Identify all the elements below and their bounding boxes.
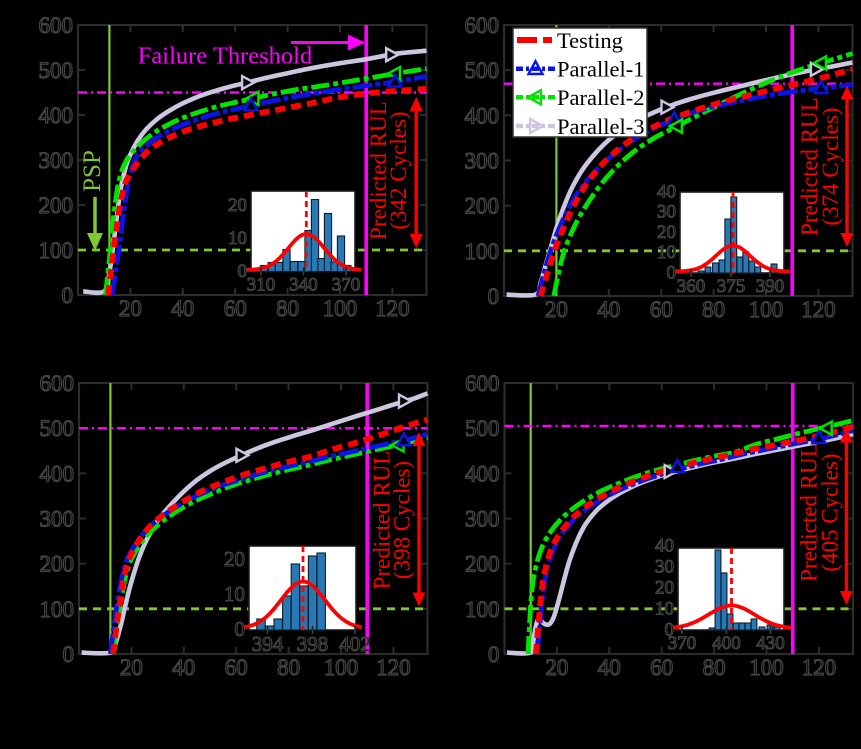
svg-text:0: 0	[667, 262, 677, 283]
svg-text:20: 20	[224, 547, 245, 571]
svg-text:60: 60	[225, 655, 248, 680]
svg-text:Parallel-2: Parallel-2	[557, 85, 644, 110]
svg-text:0: 0	[238, 261, 248, 282]
svg-text:20: 20	[657, 222, 676, 243]
svg-text:80: 80	[276, 296, 299, 321]
svg-text:80: 80	[277, 655, 300, 680]
svg-text:300: 300	[39, 148, 74, 173]
svg-text:100: 100	[40, 597, 75, 622]
svg-text:402: 402	[339, 632, 371, 656]
svg-text:400: 400	[712, 633, 741, 654]
svg-text:100: 100	[39, 238, 74, 263]
svg-text:200: 200	[39, 193, 74, 218]
svg-text:30: 30	[657, 202, 676, 223]
svg-text:300: 300	[465, 149, 500, 174]
svg-text:80: 80	[703, 655, 726, 680]
svg-text:120: 120	[801, 297, 836, 322]
svg-text:400: 400	[39, 103, 74, 128]
svg-text:40: 40	[172, 655, 195, 680]
svg-text:40: 40	[171, 296, 194, 321]
svg-text:360: 360	[677, 276, 706, 297]
svg-text:0: 0	[488, 284, 500, 309]
svg-text:20: 20	[655, 577, 674, 598]
svg-text:60: 60	[224, 296, 247, 321]
svg-text:Parallel-1: Parallel-1	[557, 57, 644, 82]
svg-text:Failure Threshold: Failure Threshold	[138, 43, 312, 70]
svg-text:340: 340	[289, 275, 318, 296]
svg-text:20: 20	[120, 655, 143, 680]
svg-text:10: 10	[228, 228, 247, 249]
svg-text:430: 430	[756, 633, 785, 654]
svg-text:500: 500	[39, 58, 74, 83]
svg-text:Predicted RUL: Predicted RUL	[797, 97, 822, 236]
svg-text:398: 398	[297, 632, 329, 656]
svg-text:200: 200	[465, 194, 500, 219]
svg-text:600: 600	[40, 371, 75, 396]
svg-text:20: 20	[119, 296, 142, 321]
svg-text:400: 400	[465, 103, 500, 128]
svg-text:10: 10	[655, 598, 674, 619]
svg-text:0: 0	[488, 642, 500, 667]
svg-text:600: 600	[465, 13, 500, 38]
svg-text:300: 300	[465, 507, 500, 532]
svg-text:300: 300	[40, 507, 75, 532]
svg-text:600: 600	[465, 371, 500, 396]
svg-text:390: 390	[756, 276, 785, 297]
svg-text:500: 500	[465, 416, 500, 441]
svg-text:(374 Cycles): (374 Cycles)	[818, 107, 843, 225]
svg-text:(342 Cycles): (342 Cycles)	[386, 111, 411, 229]
svg-text:100: 100	[465, 239, 500, 264]
svg-text:20: 20	[545, 655, 568, 680]
svg-text:400: 400	[465, 461, 500, 486]
svg-text:80: 80	[702, 297, 725, 322]
svg-text:40: 40	[657, 182, 676, 203]
svg-text:0: 0	[665, 619, 675, 640]
svg-text:Testing: Testing	[557, 28, 623, 53]
svg-text:394: 394	[252, 632, 284, 656]
svg-text:100: 100	[323, 296, 358, 321]
svg-text:30: 30	[655, 556, 674, 577]
svg-text:100: 100	[465, 597, 500, 622]
svg-text:375: 375	[717, 276, 746, 297]
svg-text:120: 120	[376, 655, 411, 680]
svg-text:40: 40	[655, 535, 674, 556]
svg-text:40: 40	[597, 297, 620, 322]
svg-text:60: 60	[650, 655, 673, 680]
svg-text:400: 400	[40, 461, 75, 486]
svg-text:10: 10	[224, 582, 245, 606]
svg-text:Parallel-3: Parallel-3	[557, 114, 644, 139]
svg-text:500: 500	[40, 416, 75, 441]
svg-text:600: 600	[39, 13, 74, 38]
svg-text:(398 Cycles): (398 Cycles)	[390, 461, 415, 579]
svg-text:10: 10	[657, 242, 676, 263]
svg-text:100: 100	[749, 297, 784, 322]
svg-text:370: 370	[332, 275, 361, 296]
svg-text:310: 310	[247, 275, 276, 296]
svg-text:120: 120	[375, 296, 410, 321]
svg-text:20: 20	[545, 297, 568, 322]
svg-text:(405 Cycles): (405 Cycles)	[818, 453, 843, 571]
svg-text:120: 120	[802, 655, 837, 680]
svg-text:100: 100	[749, 655, 784, 680]
svg-text:PSP: PSP	[79, 150, 106, 192]
svg-text:200: 200	[40, 552, 75, 577]
svg-text:40: 40	[598, 655, 621, 680]
svg-text:0: 0	[63, 642, 75, 667]
svg-text:500: 500	[465, 58, 500, 83]
svg-text:200: 200	[465, 552, 500, 577]
svg-text:Predicted RUL: Predicted RUL	[366, 101, 391, 240]
svg-text:Predicted RUL: Predicted RUL	[797, 443, 822, 582]
svg-text:0: 0	[62, 283, 74, 308]
svg-text:100: 100	[324, 655, 359, 680]
svg-text:0: 0	[235, 617, 246, 641]
svg-text:60: 60	[650, 297, 673, 322]
svg-text:Predicted RUL: Predicted RUL	[370, 451, 395, 590]
svg-text:370: 370	[668, 633, 697, 654]
svg-text:20: 20	[228, 195, 247, 216]
